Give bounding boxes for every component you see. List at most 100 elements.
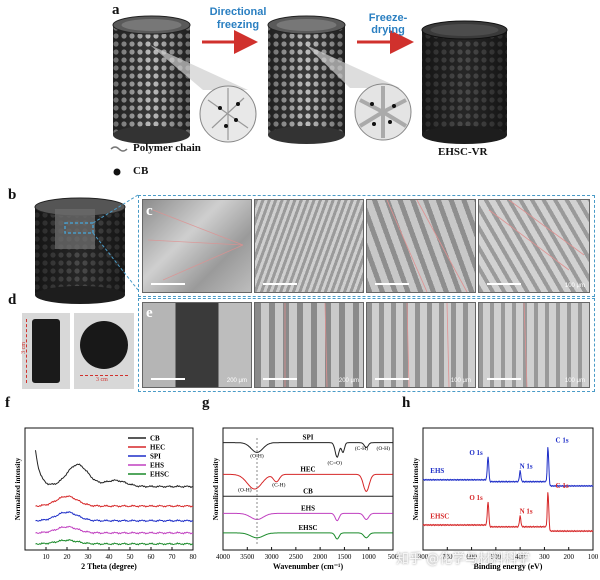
panel-f-label: f xyxy=(5,395,10,411)
sem-e-3: 100 μm xyxy=(366,302,476,388)
x-tick-label: 2000 xyxy=(313,553,328,561)
x-tick-label: 1500 xyxy=(337,553,352,561)
x-tick-label: 3500 xyxy=(240,553,255,561)
panel-b-label: b xyxy=(8,187,17,203)
sem-c-4-scale: 100 μm xyxy=(564,283,585,289)
sem-e-2-scale: 200 μm xyxy=(338,378,359,384)
legend-polymer-chain: Polymer chain xyxy=(133,142,201,154)
panel-a-label: a xyxy=(112,2,120,18)
x-tick-label: 50 xyxy=(127,553,135,561)
x-tick-label: 30 xyxy=(85,553,93,561)
series-label-spi: SPI xyxy=(303,434,314,442)
band-annotation: (O-H) xyxy=(238,486,252,493)
product-label: EHSC-VR xyxy=(438,146,488,158)
x-tick-label: 800 xyxy=(418,553,429,561)
x-axis-label: 2 Theta (degree) xyxy=(81,562,137,571)
sem-e-4: 100 μm xyxy=(478,302,590,388)
series-line-hec xyxy=(35,495,194,508)
x-tick-label: 20 xyxy=(64,553,72,561)
legend-label-cb: CB xyxy=(150,435,160,443)
sem-e-1: 200 μm xyxy=(142,302,252,388)
cylinder-1 xyxy=(112,15,191,144)
step-freeze-drying: Freeze-drying xyxy=(368,12,408,36)
plot-frame xyxy=(222,427,394,551)
width-label: 3 cm xyxy=(96,377,108,383)
series-label-ehs: EHS xyxy=(301,504,315,512)
peak-label: O 1s xyxy=(469,449,483,457)
band-annotation: (C-H) xyxy=(272,482,285,489)
series-label-ehsc: EHSC xyxy=(298,524,317,532)
legend-label-ehs: EHS xyxy=(150,462,164,470)
series-line-ehs xyxy=(35,525,194,535)
cylinder-2 xyxy=(267,15,346,144)
sem-e-3-scale: 100 μm xyxy=(450,378,471,384)
photo-side: 3 cm xyxy=(21,313,70,389)
x-tick-label: 80 xyxy=(190,553,198,561)
series-line-ehsc xyxy=(223,532,393,540)
x-tick-label: 40 xyxy=(106,553,114,561)
x-tick-label: 700 xyxy=(442,553,453,561)
x-tick-label: 200 xyxy=(563,553,574,561)
legend-label-ehsc: EHSC xyxy=(150,471,169,479)
series-line-ehsc xyxy=(422,492,594,533)
y-axis-label: Normalized intensity xyxy=(412,457,420,520)
photo-top: 3 cm xyxy=(74,313,134,389)
series-line-ehs xyxy=(422,447,594,488)
x-tick-label: 100 xyxy=(588,553,599,561)
series-line-spi xyxy=(223,442,393,458)
chart-g: 4000 3500 3000 2500 2000 1500 1000 500 Wavenumbe… xyxy=(212,427,399,571)
panel-c-label: c xyxy=(146,203,153,219)
sem-c-3 xyxy=(366,199,476,293)
panel-a-schematic xyxy=(110,15,508,176)
x-tick-label: 1000 xyxy=(362,553,377,561)
x-tick-label: 600 xyxy=(466,553,477,561)
y-axis-label: Normalized intensity xyxy=(212,457,220,520)
cylinder-3 xyxy=(421,20,508,144)
sem-c-2 xyxy=(254,199,364,293)
legend-cb: CB xyxy=(133,165,149,177)
x-tick-label: 2500 xyxy=(289,553,304,561)
band-annotation: (C=O) xyxy=(328,460,343,467)
panel-g-label: g xyxy=(202,395,210,411)
series-label-cb: CB xyxy=(303,487,313,495)
sem-c-4: 100 μm xyxy=(478,199,590,293)
series-label-ehs: EHS xyxy=(430,467,444,475)
x-tick-label: 400 xyxy=(515,553,526,561)
sem-e-1-scale: 200 μm xyxy=(226,378,247,384)
series-line-hec xyxy=(223,473,393,492)
chart-f: 10 20 30 40 50 60 70 80 2 Theta (degree) Normaliz… xyxy=(14,427,198,571)
panel-h-label: h xyxy=(402,395,411,411)
sem-e-2: 200 μm xyxy=(254,302,364,388)
panel-e-label: e xyxy=(146,305,153,321)
zoom-lines xyxy=(92,194,139,291)
x-tick-label: 70 xyxy=(169,553,177,561)
legend-label-spi: SPI xyxy=(150,453,161,461)
series-line-ehsc xyxy=(35,539,194,546)
peak-label: O 1s xyxy=(469,494,483,502)
plot-frame xyxy=(422,427,594,551)
x-tick-label: 3000 xyxy=(265,553,280,561)
step-directional-freezing: Directional freezing xyxy=(209,6,267,31)
x-axis-label: Binding energy (eV) xyxy=(474,562,543,571)
series-label-hec: HEC xyxy=(300,465,315,473)
series-line-ehs xyxy=(223,512,393,522)
x-tick-label: 300 xyxy=(539,553,550,561)
watermark: 知乎 @化学与材料科学 xyxy=(396,552,531,567)
x-tick-label: 500 xyxy=(491,553,502,561)
panel-d-label: d xyxy=(8,292,17,308)
peak-label: N 1s xyxy=(520,462,533,470)
chart-h: 800 700 600 500 400 300 200 100 Binding energy (… xyxy=(412,427,599,571)
x-axis-label: Wavenumber (cm⁻¹) xyxy=(273,562,344,571)
panel-e-box xyxy=(138,298,595,392)
sem-c-1 xyxy=(142,199,252,293)
band-annotation: (O-H) xyxy=(377,445,391,452)
x-tick-label: 10 xyxy=(43,553,51,561)
y-axis-label: Normalized intensity xyxy=(14,457,22,520)
peak-label: N 1s xyxy=(520,507,533,515)
series-line-cb xyxy=(35,450,194,489)
peak-label: C 1s xyxy=(556,437,569,445)
x-tick-label: 500 xyxy=(388,553,399,561)
band-annotation: (C-H) xyxy=(355,445,368,452)
panel-c-box xyxy=(138,195,595,297)
panel-b-cylinder xyxy=(34,197,126,304)
